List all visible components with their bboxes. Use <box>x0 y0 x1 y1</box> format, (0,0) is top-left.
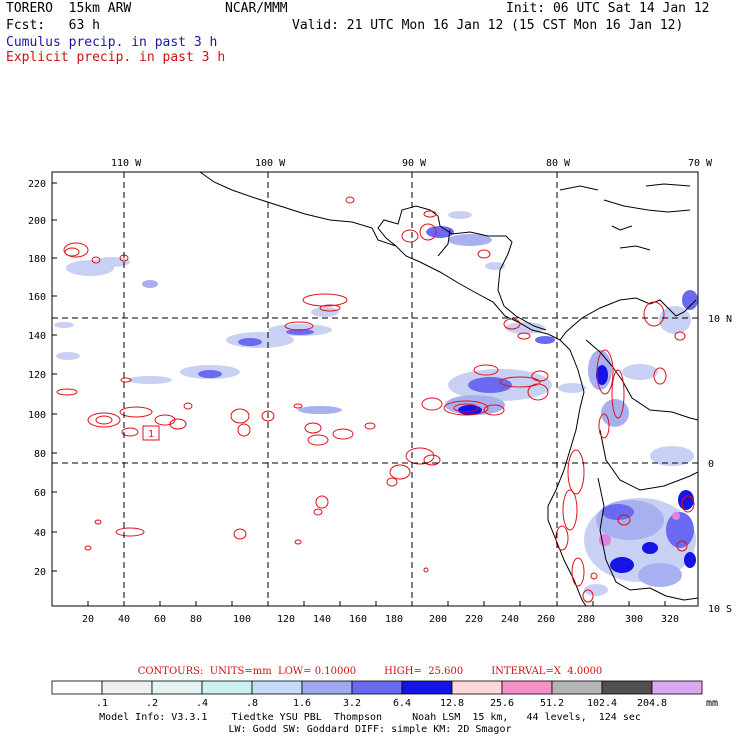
y-tick-label: 20 <box>34 567 46 578</box>
color-scale-units: mm <box>706 698 718 709</box>
color-scale-label: .4 <box>196 698 208 709</box>
color-scale-label: 12.8 <box>440 698 464 709</box>
x-tick-label: 320 <box>661 614 679 625</box>
tick-marks <box>52 182 666 606</box>
y-tick-label: 160 <box>28 292 46 303</box>
contour-high: HIGH= 25.600 <box>384 666 464 677</box>
x-tick-label: 240 <box>501 614 519 625</box>
color-scale-box <box>451 680 503 695</box>
color-scale-box <box>651 680 703 695</box>
y-tick-label: 140 <box>28 331 46 342</box>
x-tick-label: 120 <box>277 614 295 625</box>
y-tick-label: 180 <box>28 254 46 265</box>
color-scale-box <box>151 680 203 695</box>
color-scale-box <box>501 680 553 695</box>
lat-label-10n: 10 N <box>708 314 732 325</box>
explicit-precip-contours <box>56 196 695 603</box>
lat-lon-grid <box>52 172 698 606</box>
model-physics: LW: Godd SW: Goddard DIFF: simple KM: 2D… <box>228 724 512 735</box>
color-scale-label: .1 <box>96 698 108 709</box>
color-scale-box <box>301 680 353 695</box>
color-scale-box <box>551 680 603 695</box>
y-axis-labels: 220 200 180 160 140 120 100 80 60 40 20 <box>28 179 46 578</box>
y-tick-label: 60 <box>34 488 46 499</box>
color-scale-label: 51.2 <box>540 698 564 709</box>
y-tick-label: 40 <box>34 528 46 539</box>
lon-label-100w: 100 W <box>255 158 286 169</box>
x-tick-label: 220 <box>465 614 483 625</box>
contour-info: CONTOURS: UNITS=mm LOW= 0.10000 HIGH= 25.… <box>0 666 740 677</box>
y-tick-label: 120 <box>28 370 46 381</box>
color-scale-box <box>251 680 303 695</box>
color-scale-label: 6.4 <box>393 698 411 709</box>
org-label: NCAR/MMM <box>225 1 288 16</box>
color-scale-label: 25.6 <box>490 698 514 709</box>
x-tick-label: 200 <box>429 614 447 625</box>
y-tick-label: 220 <box>28 179 46 190</box>
lat-label-10s: 10 S <box>708 604 732 615</box>
x-tick-label: 80 <box>190 614 202 625</box>
init-time: Init: 06 UTC Sat 14 Jan 12 <box>506 1 710 16</box>
color-scale-label: 3.2 <box>343 698 361 709</box>
forecast-hour: Fcst: 63 h <box>6 18 100 33</box>
station-box-label: 1 <box>148 429 154 440</box>
model-title: TORERO 15km ARW <box>6 1 132 16</box>
contour-units: CONTOURS: UNITS=mm LOW= 0.10000 <box>137 666 357 677</box>
map-frame <box>51 171 699 607</box>
color-scale-label: 1.6 <box>293 698 311 709</box>
map-content: 1 <box>52 172 698 606</box>
precipitation-map: 1 110 W 100 W 90 W 80 W 70 W 10 N 0 10 S… <box>28 158 732 625</box>
color-scale-labels: .1 .2 .4 .8 1.6 3.2 6.4 12.8 25.6 51.2 102.4 204.8 <box>96 698 667 709</box>
lat-label-0: 0 <box>708 459 714 470</box>
lon-label-110w: 110 W <box>111 158 142 169</box>
explicit-precip-label: Explicit precip. in past 3 h <box>6 50 226 65</box>
cumulus-precip-label: Cumulus precip. in past 3 h <box>6 35 218 50</box>
x-tick-label: 300 <box>625 614 643 625</box>
color-scale-label: .2 <box>146 698 158 709</box>
valid-time: Valid: 21 UTC Mon 16 Jan 12 (15 CST Mon … <box>292 18 684 33</box>
x-tick-label: 160 <box>349 614 367 625</box>
color-scale-box <box>601 680 653 695</box>
color-scale-box <box>201 680 253 695</box>
color-scale-box <box>401 680 453 695</box>
x-tick-label: 40 <box>118 614 130 625</box>
color-scale-label: 204.8 <box>637 698 667 709</box>
x-tick-label: 280 <box>577 614 595 625</box>
x-tick-label: 140 <box>313 614 331 625</box>
color-scale-label: .8 <box>246 698 258 709</box>
lon-label-80w: 80 W <box>546 158 571 169</box>
model-info: Model Info: V3.3.1 Tiedtke YSU PBL Thomp… <box>99 712 641 723</box>
x-tick-label: 260 <box>537 614 555 625</box>
x-tick-label: 60 <box>154 614 166 625</box>
y-tick-label: 80 <box>34 449 46 460</box>
x-tick-label: 180 <box>385 614 403 625</box>
y-tick-label: 100 <box>28 410 46 421</box>
color-scale-boxes <box>51 680 703 695</box>
station-box <box>142 425 160 441</box>
lon-label-70w: 70 W <box>688 158 713 169</box>
x-tick-label: 20 <box>82 614 94 625</box>
lon-label-90w: 90 W <box>402 158 427 169</box>
contour-interval: INTERVAL=X 4.0000 <box>491 666 603 677</box>
color-scale-box <box>101 680 153 695</box>
color-scale-box <box>51 680 103 695</box>
color-scale-label: 102.4 <box>587 698 617 709</box>
color-scale-box <box>351 680 403 695</box>
color-scale-bar: .1.2.4.8 1.6 3.2 6.4 12.8 25.6 51.2 102.4 204.8 … <box>51 680 718 709</box>
y-tick-label: 200 <box>28 216 46 227</box>
x-tick-label: 100 <box>233 614 251 625</box>
x-axis-labels: 20 40 60 80 100 120 140 160 180 200 220 … <box>82 614 679 625</box>
